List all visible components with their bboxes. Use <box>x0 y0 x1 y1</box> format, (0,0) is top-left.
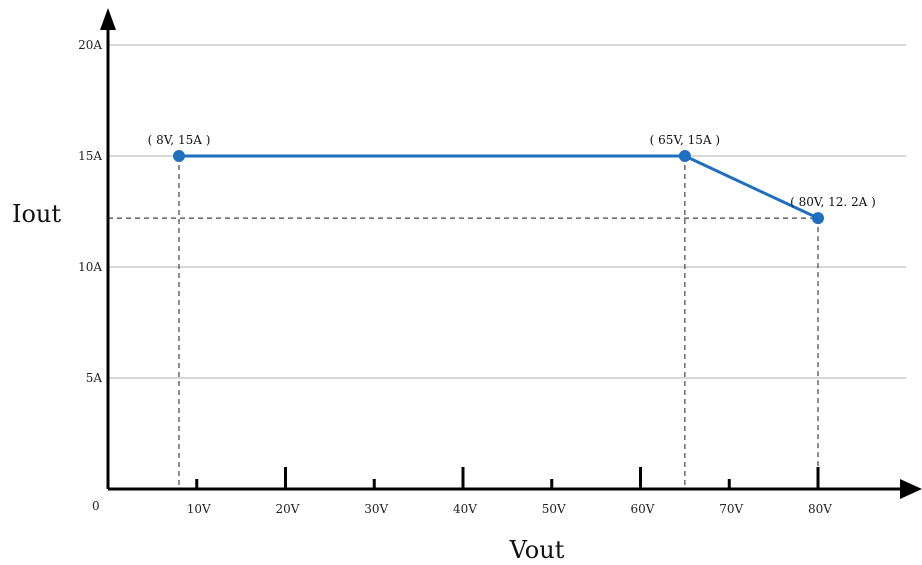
data-point <box>678 150 691 162</box>
x-tick-label: 10V <box>187 502 211 516</box>
data-point <box>812 212 824 225</box>
grid-lines <box>108 44 906 379</box>
series-line <box>179 154 819 220</box>
data-point-label: ( 8V, 15A ) <box>148 133 211 147</box>
data-point-label: ( 80V, 12. 2A ) <box>790 195 876 209</box>
y-axis-arrow <box>100 8 116 30</box>
guide-lines <box>108 156 819 489</box>
y-tick-label: 5A <box>86 371 103 385</box>
x-tick-label: 40V <box>453 502 477 516</box>
data-point-label: ( 65V, 15A ) <box>650 133 720 147</box>
y-tick-label: 10A <box>78 260 102 274</box>
y-tick-label: 20A <box>78 38 102 52</box>
x-axis-arrow <box>900 479 922 499</box>
y-tick-label: 15A <box>78 149 102 163</box>
x-tick-label: 70V <box>719 502 743 516</box>
x-tick-label: 30V <box>364 502 388 516</box>
series <box>173 150 824 225</box>
x-axis-title: Vout <box>509 536 565 564</box>
origin-label: 0 <box>92 499 100 513</box>
data-point <box>173 150 185 162</box>
x-tick-label: 20V <box>276 502 300 516</box>
x-tick-label: 50V <box>542 502 566 516</box>
x-tick-label: 80V <box>808 502 832 516</box>
axes <box>100 8 922 499</box>
x-tick-label: 60V <box>631 502 655 516</box>
y-axis-title: Iout <box>12 200 61 228</box>
labels: 5A 10A 15A 20A 10V 20V 30V 40V 50V 60V 70V 80V ( 8V,… <box>78 38 876 516</box>
